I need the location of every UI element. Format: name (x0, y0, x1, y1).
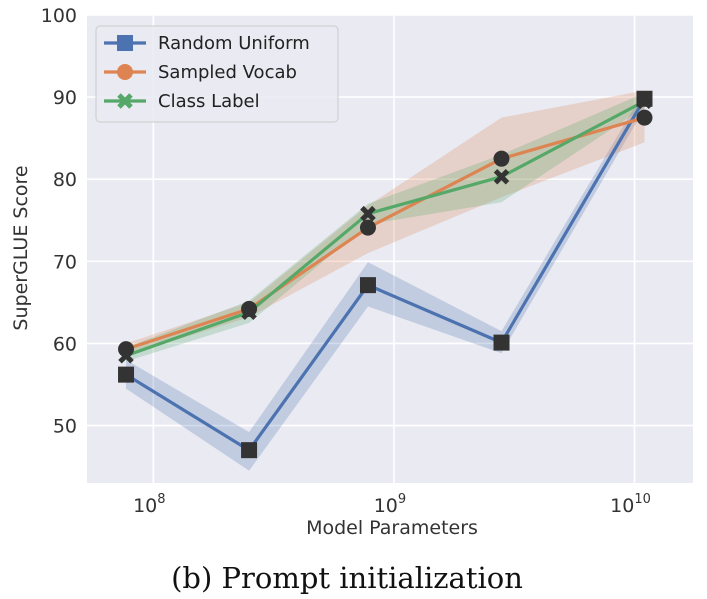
legend-marker-sampled-vocab (117, 64, 133, 80)
y-tick-label: 100 (41, 5, 77, 27)
legend-label-class-label: Class Label (158, 91, 260, 112)
x-tick-label: 108 (133, 492, 165, 517)
sampled-vocab-point (636, 109, 653, 126)
y-tick-label: 90 (53, 87, 77, 109)
random-uniform-band (126, 90, 645, 471)
class-label-point (118, 347, 134, 364)
series-markers (118, 90, 653, 459)
legend: Random Uniform Sampled Vocab Class Label (95, 25, 339, 123)
legend-box (95, 25, 339, 123)
sampled-vocab-point (493, 150, 510, 167)
legend-label-sampled-vocab: Sampled Vocab (158, 62, 297, 83)
y-axis-label: SuperGLUE Score (10, 165, 32, 330)
y-tick-label: 50 (53, 416, 77, 438)
x-axis-label: Model Parameters (306, 517, 478, 539)
y-tick-label: 60 (53, 333, 77, 355)
x-tick-label: 109 (374, 492, 406, 517)
legend-label-random-uniform: Random Uniform (158, 33, 310, 54)
confidence-bands (126, 90, 645, 471)
x-tick-label: 1010 (610, 492, 651, 517)
class-label-point (241, 304, 257, 320)
grid (87, 14, 693, 483)
y-axis-ticks: 50 60 70 80 90 100 (41, 5, 77, 438)
figure-caption: (b) Prompt initialization (171, 561, 523, 595)
sampled-vocab-band (126, 90, 645, 356)
random-uniform-point (493, 334, 510, 351)
class-label-point (360, 205, 376, 222)
y-tick-label: 70 (53, 251, 77, 273)
y-tick-label: 80 (53, 169, 77, 191)
class-label-band (126, 93, 645, 362)
sampled-vocab-point (359, 219, 376, 236)
class-label-point (493, 168, 510, 185)
x-axis-ticks: 108 109 1010 (133, 492, 651, 517)
random-uniform-point (118, 366, 135, 383)
random-uniform-point (241, 442, 258, 459)
random-uniform-point (359, 277, 376, 294)
class-label-point (636, 93, 653, 109)
legend-marker-random-uniform (117, 35, 133, 51)
legend-marker-class-label (117, 93, 133, 109)
